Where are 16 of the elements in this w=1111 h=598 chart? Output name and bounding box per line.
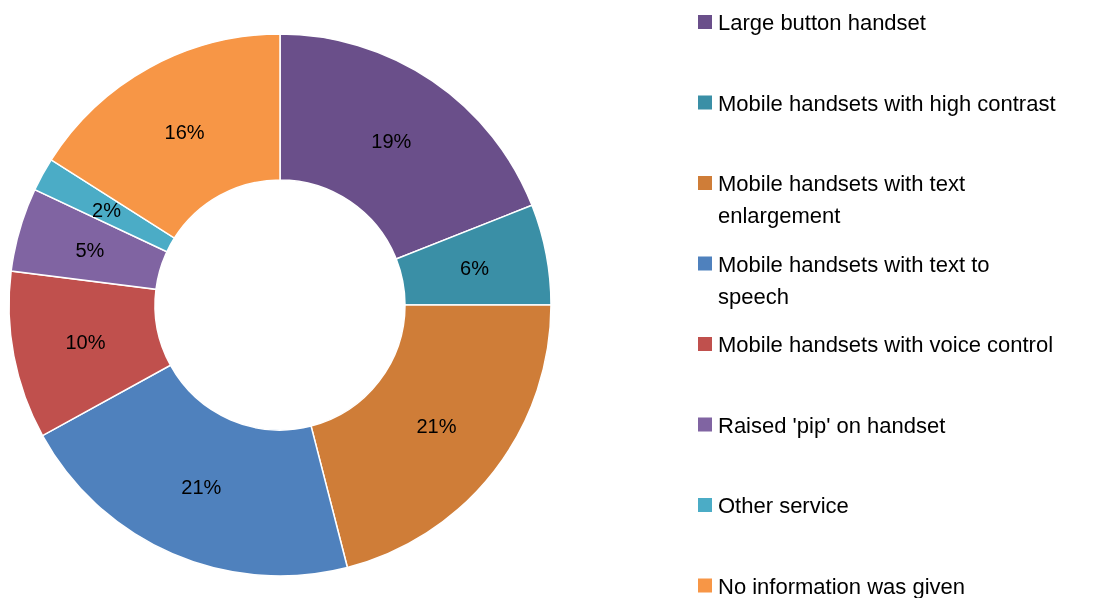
legend-label: Mobile handsets with text to speech [718,251,990,308]
data-label: 5% [75,238,105,261]
data-label: 19% [371,130,412,153]
legend-label: Other service [718,492,849,518]
data-label: 21% [416,415,457,438]
data-label: 16% [164,120,205,143]
data-label: 6% [460,256,490,279]
legend-label: No information was given [718,573,966,598]
legend-label: Raised 'pip' on handset [718,412,946,437]
legend-label: Mobile handsets with high contrast [718,90,1056,115]
data-label: 2% [92,198,122,221]
legend-label: Large button handset [718,9,926,35]
legend-label: Mobile handsets with voice control [718,331,1054,357]
legend-label: Mobile handsets with text enlargement [718,170,966,228]
data-label: 21% [181,475,222,498]
data-label: 10% [65,331,106,354]
